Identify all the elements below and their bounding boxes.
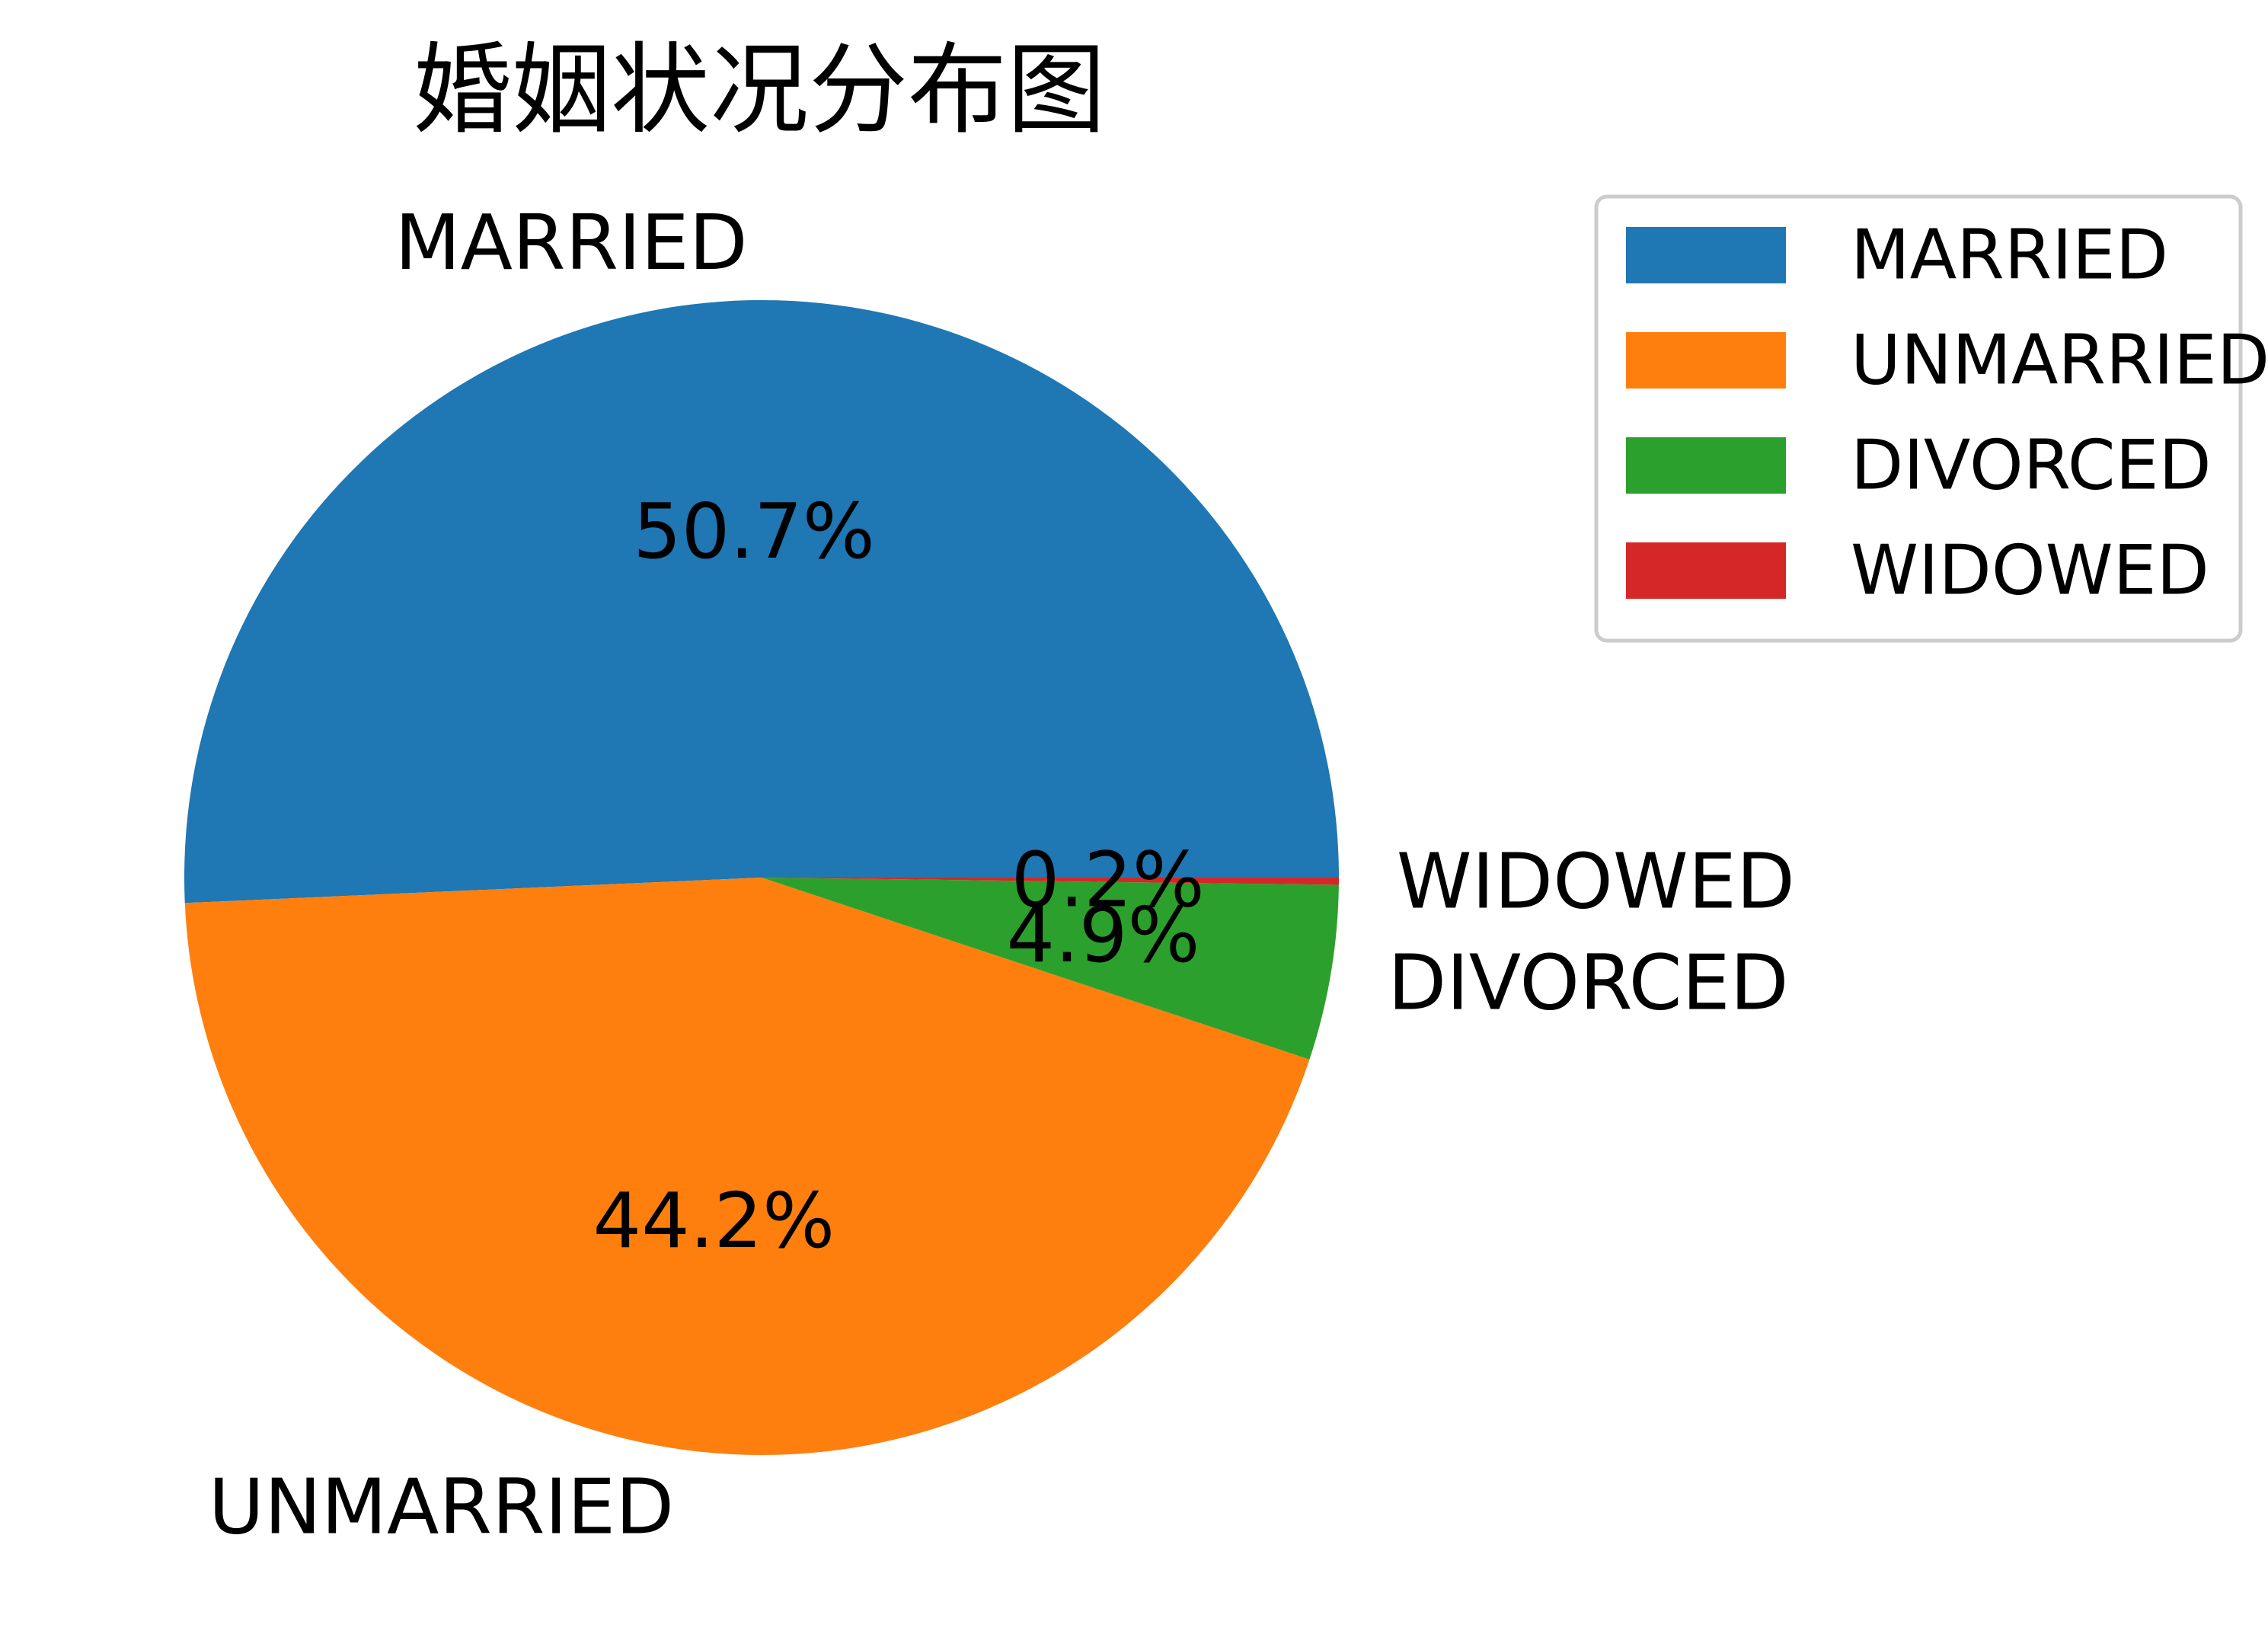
pct-label-unmarried: 44.2% [593, 1176, 835, 1265]
legend-swatch-unmarried [1626, 332, 1786, 389]
legend-swatch-divorced [1626, 437, 1786, 494]
slice-labels: MARRIED UNMARRIED DIVORCED WIDOWED [209, 198, 1795, 1551]
legend-label-unmarried: UNMARRIED [1851, 321, 2268, 401]
slice-label-unmarried: UNMARRIED [209, 1462, 674, 1551]
legend-swatch-widowed [1626, 542, 1786, 599]
pct-label-divorced: 4.9% [1006, 891, 1199, 980]
pie-slices [184, 300, 1340, 1456]
slice-label-married: MARRIED [395, 198, 747, 287]
legend-label-married: MARRIED [1851, 216, 2168, 296]
pct-label-widowed: 0.2% [1011, 835, 1205, 924]
legend-label-widowed: WIDOWED [1851, 531, 2209, 611]
pie-slice-divorced [762, 878, 1339, 1060]
chart-title: 婚姻状况分布图 [413, 32, 1106, 148]
pct-label-married: 50.7% [633, 487, 875, 576]
legend-swatch-married [1626, 227, 1786, 283]
slice-label-widowed: WIDOWED [1397, 837, 1795, 926]
legend: MARRIED UNMARRIED DIVORCED WIDOWED [1594, 194, 2268, 643]
pie-slice-married [184, 300, 1339, 903]
legend-label-divorced: DIVORCED [1851, 426, 2212, 506]
percentage-labels: 50.7% 44.2% 4.9%0.2% [593, 487, 1204, 1265]
pie-slice-widowed [762, 878, 1340, 885]
legend-frame [1594, 194, 2243, 643]
slice-label-divorced: DIVORCED [1388, 939, 1788, 1028]
pie-slice-unmarried [184, 878, 1310, 1456]
